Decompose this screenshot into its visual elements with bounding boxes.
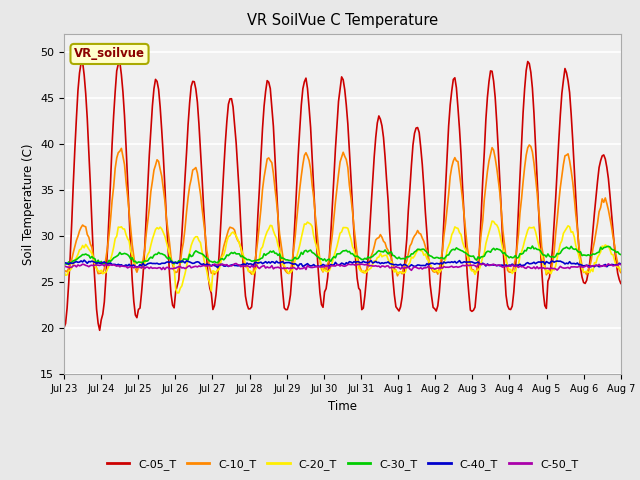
Title: VR SoilVue C Temperature: VR SoilVue C Temperature [247, 13, 438, 28]
Text: VR_soilvue: VR_soilvue [74, 48, 145, 60]
Y-axis label: Soil Temperature (C): Soil Temperature (C) [22, 143, 35, 265]
X-axis label: Time: Time [328, 400, 357, 413]
Legend: C-05_T, C-10_T, C-20_T, C-30_T, C-40_T, C-50_T: C-05_T, C-10_T, C-20_T, C-30_T, C-40_T, … [102, 455, 582, 475]
